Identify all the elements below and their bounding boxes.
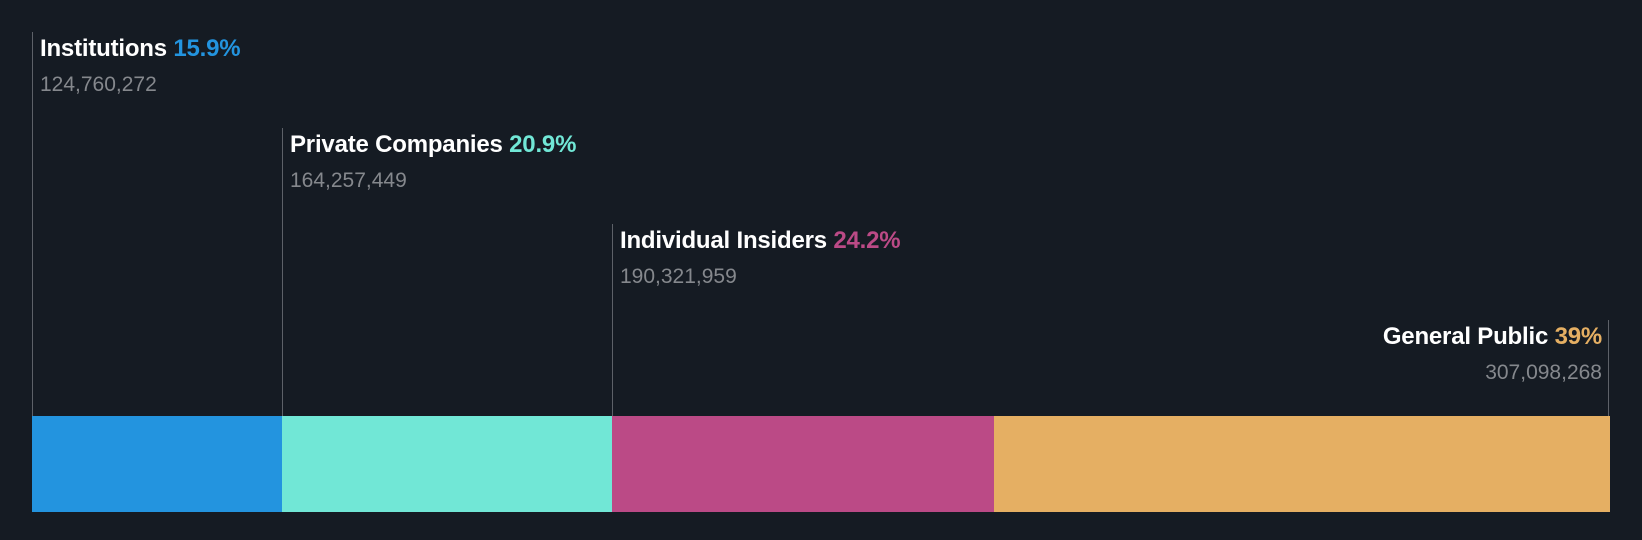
bar-segment-private-companies bbox=[282, 416, 612, 512]
segment-title: Private Companies 20.9% bbox=[290, 130, 576, 160]
segment-name: Individual Insiders bbox=[620, 227, 827, 254]
leader-line-general-public bbox=[1608, 320, 1609, 416]
label-institutions: Institutions 15.9% 124,760,272 bbox=[40, 34, 241, 98]
segment-percent: 24.2% bbox=[833, 227, 901, 254]
bar-segment-general-public bbox=[994, 416, 1610, 512]
segment-name: Institutions bbox=[40, 35, 167, 62]
segment-title: General Public 39% bbox=[1383, 322, 1602, 352]
segment-name: General Public bbox=[1382, 323, 1549, 350]
segment-shares: 164,257,449 bbox=[290, 169, 407, 192]
segment-shares: 124,760,272 bbox=[40, 73, 157, 96]
segment-percent: 15.9% bbox=[173, 35, 241, 62]
segment-shares: 307,098,268 bbox=[1485, 361, 1602, 384]
leader-line-institutions bbox=[32, 32, 33, 416]
label-individual-insiders: Individual Insiders 24.2% 190,321,959 bbox=[620, 226, 901, 290]
segment-shares: 190,321,959 bbox=[620, 265, 737, 288]
label-private-companies: Private Companies 20.9% 164,257,449 bbox=[290, 130, 576, 194]
bar-segment-institutions bbox=[32, 416, 282, 512]
leader-line-individual-insiders bbox=[612, 224, 613, 416]
bar-segment-individual-insiders bbox=[612, 416, 994, 512]
segment-percent: 39% bbox=[1554, 323, 1603, 350]
segment-name: Private Companies bbox=[290, 131, 503, 158]
segment-percent: 20.9% bbox=[509, 131, 577, 158]
label-general-public: General Public 39% 307,098,268 bbox=[1383, 322, 1602, 386]
leader-line-private-companies bbox=[282, 128, 283, 416]
segment-title: Institutions 15.9% bbox=[40, 34, 241, 64]
segment-title: Individual Insiders 24.2% bbox=[620, 226, 901, 256]
